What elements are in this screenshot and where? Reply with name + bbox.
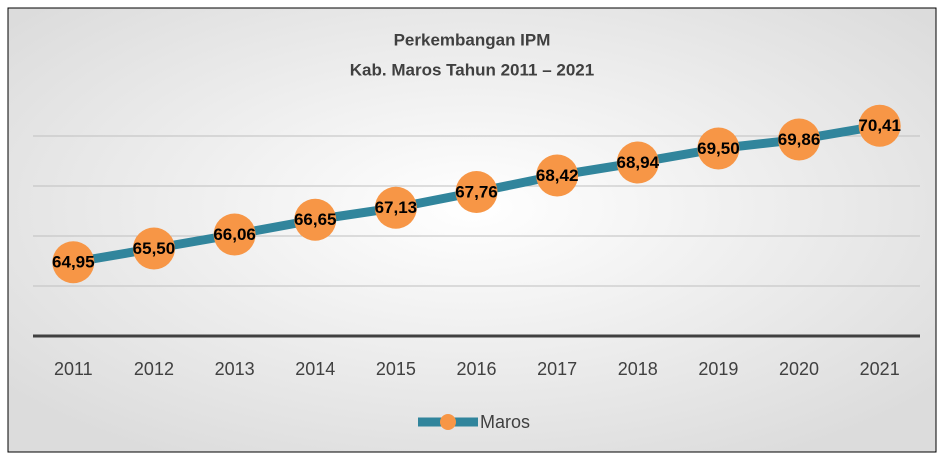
data-label: 69,86 [778,130,821,149]
data-label: 66,06 [213,225,256,244]
data-label: 68,42 [536,166,579,185]
marker [455,171,498,213]
x-tick-label: 2021 [860,359,900,379]
x-tick-label: 2020 [779,359,819,379]
chart-title: Perkembangan IPM [394,30,551,49]
marker [778,118,821,161]
data-label: 70,41 [858,116,901,135]
x-tick-label: 2017 [537,359,577,379]
x-tick-label: 2015 [376,359,416,379]
marker [132,227,175,270]
legend-marker [440,414,456,430]
marker [616,141,659,184]
legend-label: Maros [480,412,530,432]
x-tick-label: 2018 [618,359,658,379]
data-label: 64,95 [52,253,95,272]
data-label: 65,50 [133,239,176,258]
marker [52,241,95,284]
data-label: 66,65 [294,210,337,229]
data-label: 68,94 [616,153,659,172]
marker [374,186,417,229]
data-label: 69,50 [697,139,740,158]
data-label: 67,76 [455,182,498,201]
x-tick-label: 2012 [134,359,174,379]
x-tick-label: 2011 [54,359,93,379]
marker [536,154,579,197]
marker [858,104,901,147]
data-label: 67,13 [375,198,418,217]
chart-subtitle: Kab. Maros Tahun 2011 – 2021 [350,60,594,79]
x-tick-label: 2014 [295,359,335,379]
marker [697,127,740,170]
marker [213,213,256,256]
x-tick-label: 2016 [456,359,496,379]
x-tick-label: 2013 [215,359,255,379]
marker [294,198,337,241]
x-tick-label: 2019 [698,359,738,379]
